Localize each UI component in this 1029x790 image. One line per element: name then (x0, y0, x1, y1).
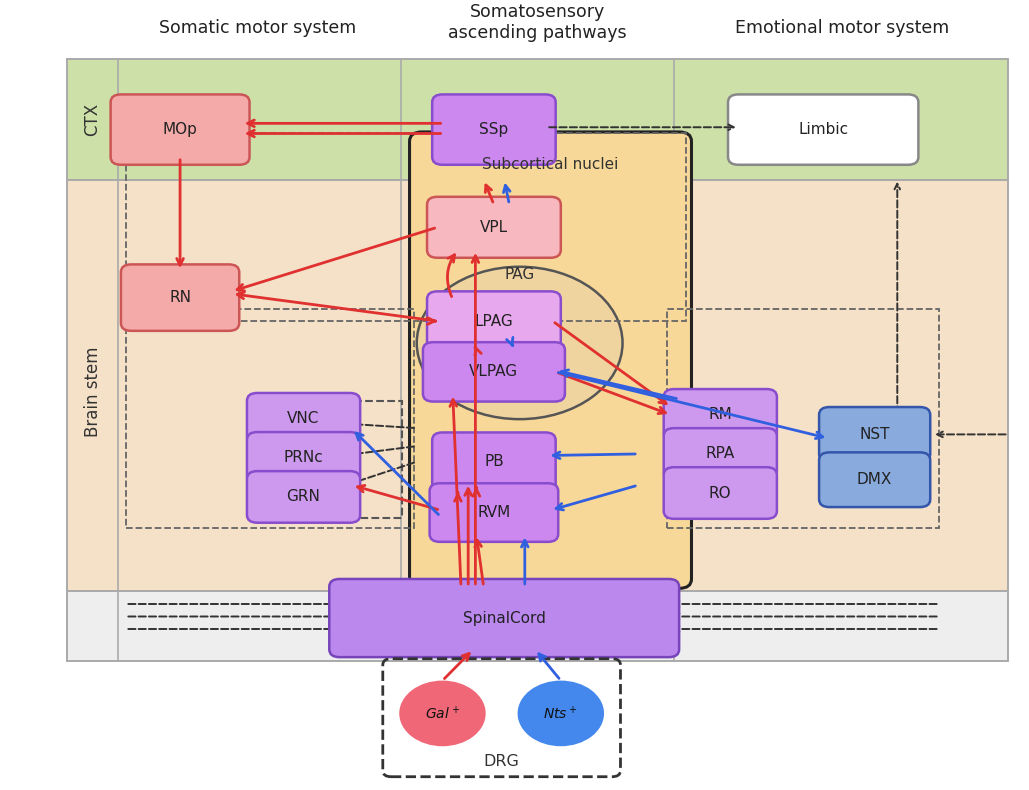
Text: CTX: CTX (83, 103, 102, 136)
Circle shape (518, 680, 604, 747)
Text: NST: NST (859, 427, 890, 442)
FancyBboxPatch shape (121, 265, 239, 331)
Ellipse shape (417, 267, 623, 419)
Text: Subcortical nuclei: Subcortical nuclei (483, 157, 618, 172)
Text: VLPAG: VLPAG (469, 364, 519, 379)
FancyBboxPatch shape (819, 453, 930, 507)
Text: Limbic: Limbic (799, 122, 848, 137)
FancyBboxPatch shape (423, 342, 565, 401)
Text: RVM: RVM (477, 505, 510, 520)
FancyBboxPatch shape (247, 471, 360, 523)
FancyBboxPatch shape (329, 579, 679, 657)
FancyBboxPatch shape (664, 428, 777, 480)
FancyBboxPatch shape (429, 483, 558, 542)
Text: Emotional motor system: Emotional motor system (735, 19, 949, 37)
FancyBboxPatch shape (427, 197, 561, 258)
FancyBboxPatch shape (67, 59, 1008, 180)
Circle shape (399, 680, 486, 747)
FancyBboxPatch shape (432, 432, 556, 491)
Text: Somatosensory
ascending pathways: Somatosensory ascending pathways (448, 3, 627, 42)
FancyBboxPatch shape (819, 407, 930, 461)
FancyBboxPatch shape (427, 292, 561, 351)
FancyBboxPatch shape (67, 591, 1008, 661)
Text: MOp: MOp (163, 122, 198, 137)
FancyBboxPatch shape (664, 389, 777, 441)
FancyBboxPatch shape (410, 132, 691, 589)
Text: DRG: DRG (484, 754, 519, 769)
FancyBboxPatch shape (247, 432, 360, 483)
Text: LPAG: LPAG (474, 314, 513, 329)
FancyBboxPatch shape (664, 467, 777, 519)
Text: SpinalCord: SpinalCord (463, 611, 545, 626)
Text: PRNc: PRNc (284, 450, 323, 465)
Text: DMX: DMX (857, 472, 892, 487)
Text: $Nts^+$: $Nts^+$ (543, 705, 578, 722)
Text: VPL: VPL (480, 220, 508, 235)
Text: RM: RM (708, 408, 733, 423)
FancyBboxPatch shape (432, 95, 556, 165)
Text: VNC: VNC (287, 412, 320, 427)
Text: PAG: PAG (504, 267, 535, 282)
Text: RN: RN (169, 290, 191, 305)
Text: RO: RO (709, 486, 732, 501)
Text: PB: PB (484, 454, 504, 469)
FancyBboxPatch shape (247, 393, 360, 445)
FancyBboxPatch shape (110, 95, 249, 165)
Text: RPA: RPA (706, 446, 735, 461)
FancyBboxPatch shape (67, 180, 1008, 591)
Text: $Gal^+$: $Gal^+$ (425, 705, 460, 722)
Text: SSp: SSp (480, 122, 508, 137)
Text: GRN: GRN (287, 490, 320, 505)
FancyBboxPatch shape (729, 95, 918, 165)
Text: Brain stem: Brain stem (83, 346, 102, 437)
Text: Somatic motor system: Somatic motor system (158, 19, 356, 37)
